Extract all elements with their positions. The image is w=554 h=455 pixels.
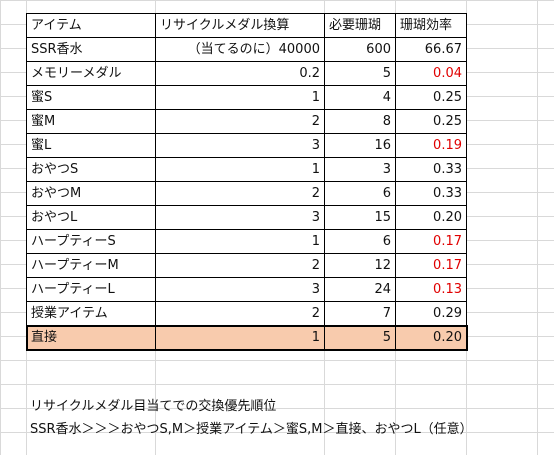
efficiency-cell[interactable]: 0.17 bbox=[395, 229, 467, 254]
medal-cell[interactable]: 3 bbox=[155, 205, 325, 230]
table-row: 直接 1 5 0.20 bbox=[25, 324, 468, 351]
item-cell[interactable]: おやつS bbox=[26, 157, 156, 182]
header-row: アイテム リサイクルメダル換算 必要珊瑚 珊瑚効率 bbox=[26, 13, 467, 38]
header-cell-efficiency[interactable]: 珊瑚効率 bbox=[395, 13, 467, 38]
coral-cell[interactable]: 24 bbox=[324, 277, 396, 302]
table-row: 蜜S 1 4 0.25 bbox=[26, 85, 467, 110]
item-cell[interactable]: 直接 bbox=[26, 325, 156, 350]
efficiency-cell[interactable]: 0.25 bbox=[395, 109, 467, 134]
efficiency-cell[interactable]: 66.67 bbox=[395, 37, 467, 62]
medal-cell[interactable]: 1 bbox=[155, 85, 325, 110]
medal-cell[interactable]: 1 bbox=[155, 229, 325, 254]
item-cell[interactable]: おやつL bbox=[26, 205, 156, 230]
medal-cell[interactable]: 2 bbox=[155, 109, 325, 134]
medal-cell[interactable]: （当てるのに）40000 bbox=[155, 37, 325, 62]
table-row: おやつL 3 15 0.20 bbox=[26, 205, 467, 230]
item-cell[interactable]: メモリーメダル bbox=[26, 61, 156, 86]
header-cell-medal[interactable]: リサイクルメダル換算 bbox=[155, 13, 325, 38]
table-row: SSR香水 （当てるのに）40000 600 66.67 bbox=[26, 37, 467, 62]
efficiency-cell[interactable]: 0.33 bbox=[395, 181, 467, 206]
efficiency-cell[interactable]: 0.19 bbox=[395, 133, 467, 158]
item-cell[interactable]: 授業アイテム bbox=[26, 301, 156, 326]
medal-cell[interactable]: 1 bbox=[155, 157, 325, 182]
efficiency-cell[interactable]: 0.04 bbox=[395, 61, 467, 86]
coral-efficiency-table: アイテム リサイクルメダル換算 必要珊瑚 珊瑚効率 SSR香水 （当てるのに）40… bbox=[25, 13, 468, 351]
table-row: ハープティーS 1 6 0.17 bbox=[26, 229, 467, 254]
priority-order[interactable]: SSR香水＞＞＞おやつS,M＞授業アイテム＞蜜S,M＞直接、おやつL（任意） bbox=[30, 422, 473, 437]
coral-cell[interactable]: 15 bbox=[324, 205, 396, 230]
medal-cell[interactable]: 2 bbox=[155, 181, 325, 206]
table-row: ハープティーL 3 24 0.13 bbox=[26, 277, 467, 302]
coral-cell[interactable]: 6 bbox=[324, 181, 396, 206]
medal-cell[interactable]: 2 bbox=[155, 301, 325, 326]
efficiency-cell[interactable]: 0.13 bbox=[395, 277, 467, 302]
medal-cell[interactable]: 3 bbox=[155, 277, 325, 302]
item-cell[interactable]: ハープティーL bbox=[26, 277, 156, 302]
efficiency-cell[interactable]: 0.29 bbox=[395, 301, 467, 326]
table-row: おやつM 2 6 0.33 bbox=[26, 181, 467, 206]
coral-cell[interactable]: 16 bbox=[324, 133, 396, 158]
coral-cell[interactable]: 5 bbox=[324, 325, 396, 350]
coral-cell[interactable]: 7 bbox=[324, 301, 396, 326]
table-row: メモリーメダル 0.2 5 0.04 bbox=[26, 61, 467, 86]
table-row: ハープティーM 2 12 0.17 bbox=[26, 253, 467, 278]
coral-cell[interactable]: 12 bbox=[324, 253, 396, 278]
efficiency-cell[interactable]: 0.25 bbox=[395, 85, 467, 110]
table-row: 蜜L 3 16 0.19 bbox=[26, 133, 467, 158]
efficiency-cell[interactable]: 0.20 bbox=[395, 205, 467, 230]
item-cell[interactable]: ハープティーS bbox=[26, 229, 156, 254]
table-row: 蜜M 2 8 0.25 bbox=[26, 109, 467, 134]
coral-cell[interactable]: 600 bbox=[324, 37, 396, 62]
coral-cell[interactable]: 6 bbox=[324, 229, 396, 254]
item-cell[interactable]: 蜜M bbox=[26, 109, 156, 134]
medal-cell[interactable]: 2 bbox=[155, 253, 325, 278]
efficiency-cell[interactable]: 0.33 bbox=[395, 157, 467, 182]
item-cell[interactable]: SSR香水 bbox=[26, 37, 156, 62]
coral-cell[interactable]: 5 bbox=[324, 61, 396, 86]
item-cell[interactable]: 蜜L bbox=[26, 133, 156, 158]
medal-cell[interactable]: 1 bbox=[155, 325, 325, 350]
efficiency-cell[interactable]: 0.20 bbox=[395, 325, 467, 350]
item-cell[interactable]: 蜜S bbox=[26, 85, 156, 110]
efficiency-cell[interactable]: 0.17 bbox=[395, 253, 467, 278]
table-row: おやつS 1 3 0.33 bbox=[26, 157, 467, 182]
coral-cell[interactable]: 8 bbox=[324, 109, 396, 134]
medal-cell[interactable]: 0.2 bbox=[155, 61, 325, 86]
header-cell-coral[interactable]: 必要珊瑚 bbox=[324, 13, 396, 38]
priority-title[interactable]: リサイクルメダル目当てでの交換優先順位 bbox=[30, 399, 277, 414]
medal-cell[interactable]: 3 bbox=[155, 133, 325, 158]
coral-cell[interactable]: 3 bbox=[324, 157, 396, 182]
header-cell-item[interactable]: アイテム bbox=[26, 13, 156, 38]
item-cell[interactable]: おやつM bbox=[26, 181, 156, 206]
table-row: 授業アイテム 2 7 0.29 bbox=[26, 301, 467, 326]
coral-cell[interactable]: 4 bbox=[324, 85, 396, 110]
item-cell[interactable]: ハープティーM bbox=[26, 253, 156, 278]
grid-column-line bbox=[537, 0, 538, 455]
